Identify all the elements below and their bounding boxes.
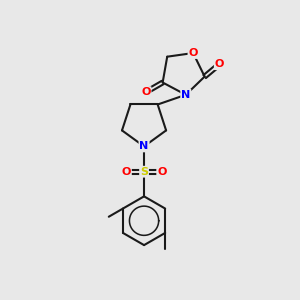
Text: O: O <box>188 48 198 58</box>
Text: S: S <box>140 167 148 177</box>
Text: N: N <box>140 141 149 152</box>
Text: O: O <box>141 87 151 97</box>
Text: O: O <box>215 59 224 69</box>
Text: O: O <box>122 167 131 177</box>
Text: N: N <box>181 90 190 100</box>
Text: O: O <box>157 167 167 177</box>
